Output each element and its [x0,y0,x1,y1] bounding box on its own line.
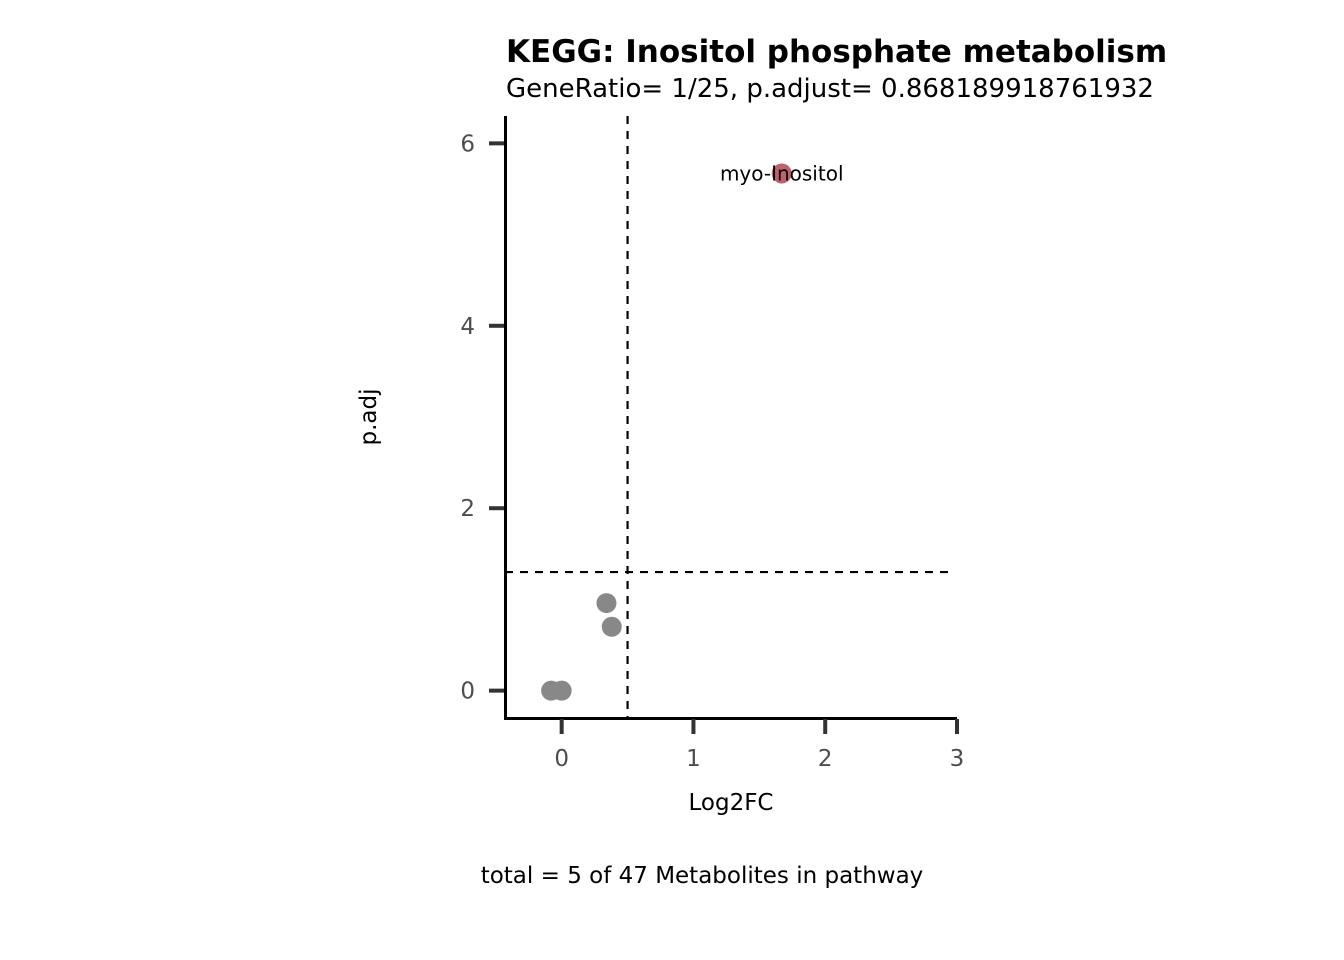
plot-area: myo-Inositol [505,116,950,718]
x-tick-label: 1 [686,746,701,772]
x-tick-label: 3 [950,746,965,772]
chart-caption: total = 5 of 47 Metabolites in pathway [481,863,924,889]
y-tick-label: 6 [460,131,475,157]
x-tick-label: 2 [818,746,833,772]
chart-subtitle: GeneRatio= 1/25, p.adjust= 0.86818991876… [506,74,1154,104]
point-label: myo-Inositol [720,161,844,185]
data-point [596,593,617,614]
data-point [601,616,622,637]
chart-title: KEGG: Inositol phosphate metabolism [506,34,1167,70]
data-point [771,163,792,184]
x-tick-label: 0 [554,746,569,772]
x-axis-title: Log2FC [688,790,773,816]
y-tick-label: 4 [460,314,475,340]
data-point [551,680,572,701]
y-tick-label: 0 [460,679,475,705]
y-axis-title: p.adj [356,389,382,446]
y-tick-label: 2 [460,496,475,522]
